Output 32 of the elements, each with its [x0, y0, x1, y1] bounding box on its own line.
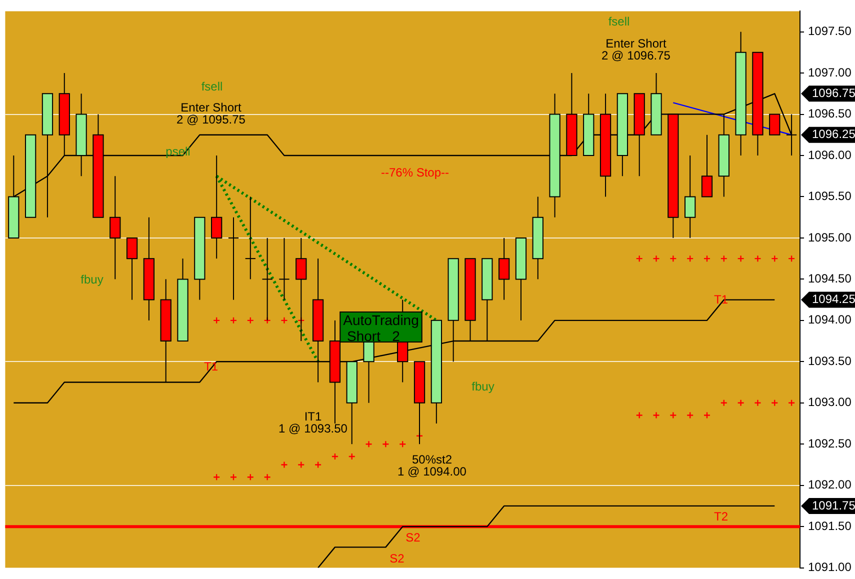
text: 1094.25 — [812, 292, 855, 306]
annotation: IT1 1 @ 1093.50 — [278, 409, 348, 436]
annotation: S2 — [406, 530, 421, 544]
text: 1096.75 — [812, 86, 855, 100]
y-tick-label: 1094.00 — [808, 312, 852, 327]
annotation: Enter Short 2 @ 1096.75 — [602, 36, 671, 62]
y-tick-label: 1095.00 — [808, 230, 852, 244]
y-tick-label: 1091.00 — [808, 560, 852, 574]
y-tick-label: 1096.50 — [808, 106, 852, 121]
annotation: fbuy — [80, 272, 104, 286]
y-tick-label: 1097.00 — [808, 65, 852, 80]
annotation: fbuy — [472, 379, 494, 394]
annotation: Enter Short 2 @ 1095.75 — [176, 100, 246, 126]
annotation: S2 — [390, 551, 405, 566]
y-tick-label: 1092.50 — [808, 436, 852, 450]
y-tick-label: 1095.50 — [808, 189, 852, 204]
y-tick-label: 1091.50 — [808, 518, 852, 533]
text: 1091.75 — [812, 498, 855, 512]
y-tick-label: 1092.00 — [808, 478, 852, 492]
annotation: --76% Stop-- — [380, 165, 450, 180]
y-tick-label: 1097.50 — [808, 24, 852, 38]
y-tick-label: 1096.00 — [808, 148, 852, 162]
annotation: fsell — [608, 14, 630, 28]
annotation: T1 — [714, 292, 728, 306]
annotation: 50%st2 1 @ 1094.00 — [398, 452, 467, 478]
y-tick-label: 1094.50 — [808, 272, 852, 286]
annotation: AutoTrading Short 2 — [343, 312, 419, 344]
annotation: T2 — [714, 509, 728, 524]
text: 1096.25 — [812, 127, 855, 142]
annotation: fsell — [201, 79, 223, 94]
y-tick-label: 1093.50 — [808, 354, 852, 368]
y-tick-label: 1093.00 — [808, 395, 852, 410]
